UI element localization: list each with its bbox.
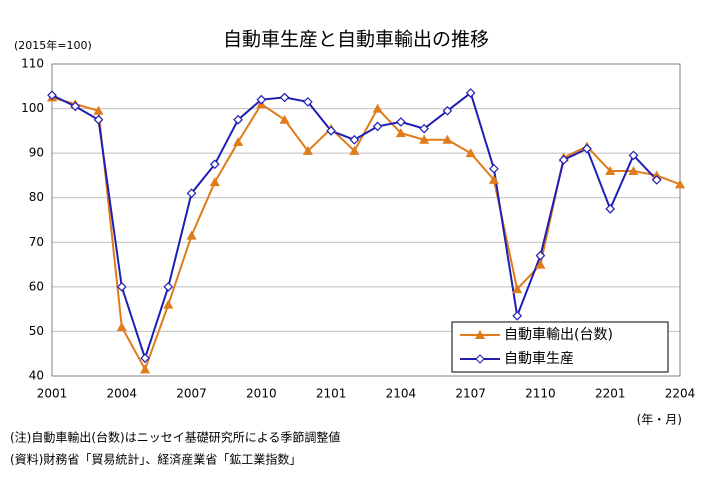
x-tick-label: 2104 bbox=[386, 387, 417, 401]
point bbox=[419, 123, 429, 134]
point bbox=[140, 353, 150, 364]
point bbox=[349, 145, 360, 155]
point bbox=[186, 230, 197, 240]
note: (注)自動車輸出(台数)はニッセイ基礎研究所による季節調整値 bbox=[10, 430, 340, 445]
y-tick-label: 90 bbox=[29, 146, 44, 160]
point bbox=[163, 282, 174, 292]
point bbox=[372, 121, 383, 132]
point bbox=[116, 282, 127, 292]
point bbox=[47, 90, 57, 101]
point bbox=[372, 103, 383, 113]
x-tick-label: 2201 bbox=[595, 387, 626, 401]
point bbox=[465, 88, 476, 98]
x-tick-label: 2004 bbox=[107, 387, 138, 401]
point bbox=[186, 188, 197, 199]
point bbox=[558, 154, 569, 165]
x-tick-label: 2107 bbox=[455, 387, 486, 401]
y-tick-label: 70 bbox=[29, 235, 44, 249]
legend-label: 自動車生産 bbox=[504, 350, 574, 367]
note: (資料)財務省「貿易統計」、経済産業省「鉱工業指数」 bbox=[10, 452, 301, 467]
legend-marker bbox=[475, 354, 485, 364]
point bbox=[395, 128, 406, 138]
point bbox=[233, 114, 243, 125]
point bbox=[675, 179, 685, 189]
x-tick-label: 2110 bbox=[525, 387, 556, 401]
point bbox=[163, 299, 174, 309]
point bbox=[209, 159, 220, 170]
point bbox=[302, 145, 313, 155]
point bbox=[605, 204, 616, 214]
point bbox=[582, 143, 592, 154]
legend-label: 自動車輸出(台数) bbox=[504, 326, 613, 343]
series-line bbox=[51, 91, 658, 362]
point bbox=[93, 114, 104, 125]
point bbox=[628, 150, 639, 161]
point bbox=[349, 134, 360, 145]
plot-frame bbox=[51, 63, 681, 377]
point bbox=[628, 165, 639, 175]
point bbox=[279, 92, 290, 103]
y-tick-label: 110 bbox=[21, 57, 44, 71]
point bbox=[442, 134, 453, 144]
x-unit-label: (年・月) bbox=[637, 413, 682, 427]
x-tick-label: 2101 bbox=[316, 387, 347, 401]
point bbox=[489, 163, 499, 174]
point bbox=[303, 97, 313, 107]
point bbox=[651, 170, 662, 180]
point bbox=[465, 148, 476, 158]
y-unit-label: (2015年=100) bbox=[14, 38, 92, 52]
legend-box bbox=[451, 321, 669, 373]
point bbox=[116, 321, 127, 331]
point bbox=[651, 175, 662, 185]
point bbox=[140, 364, 151, 374]
point bbox=[512, 284, 523, 294]
y-tick-label: 60 bbox=[29, 279, 44, 293]
point bbox=[209, 177, 220, 187]
point bbox=[233, 137, 244, 146]
point bbox=[326, 126, 336, 136]
y-tick-label: 40 bbox=[29, 369, 44, 383]
point bbox=[512, 310, 523, 321]
point bbox=[442, 105, 453, 116]
point bbox=[256, 94, 267, 105]
chart-title: 自動車生産と自動車輸出の推移 bbox=[223, 29, 489, 51]
point bbox=[605, 165, 616, 175]
legend-marker bbox=[475, 330, 485, 339]
series-line bbox=[51, 96, 681, 372]
y-tick-label: 50 bbox=[29, 324, 44, 338]
point bbox=[279, 114, 290, 124]
point bbox=[488, 174, 499, 184]
point bbox=[419, 134, 430, 144]
x-tick-label: 2007 bbox=[176, 387, 207, 401]
x-tick-label: 2204 bbox=[665, 387, 696, 401]
point bbox=[93, 105, 104, 115]
x-tick-label: 2010 bbox=[246, 387, 277, 401]
point bbox=[535, 250, 546, 261]
y-tick-label: 100 bbox=[21, 101, 44, 115]
y-tick-label: 80 bbox=[29, 190, 44, 204]
point bbox=[70, 101, 81, 112]
point bbox=[396, 117, 406, 127]
point bbox=[535, 259, 546, 269]
x-tick-label: 2001 bbox=[37, 387, 68, 401]
